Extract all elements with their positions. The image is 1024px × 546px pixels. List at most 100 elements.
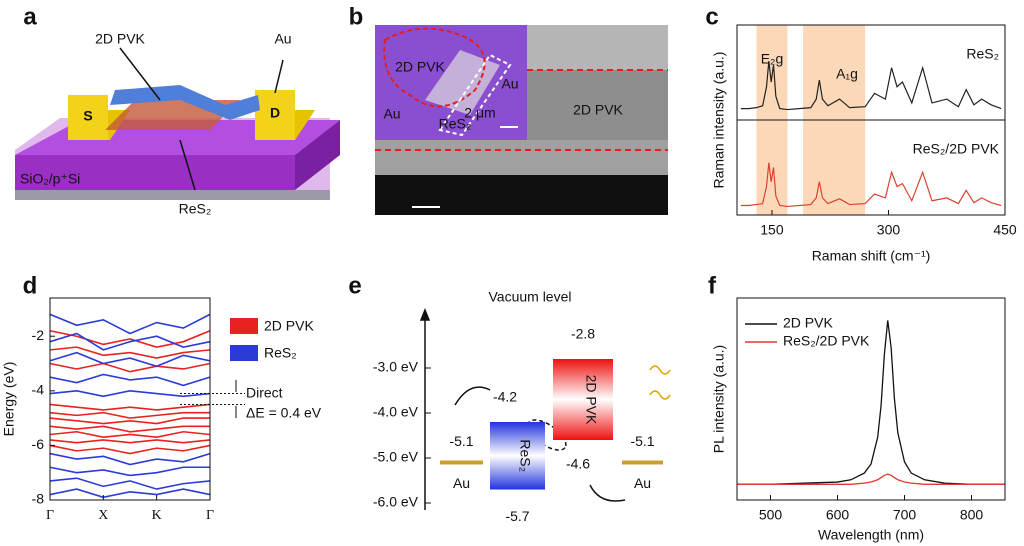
level-value: -4.6 <box>566 456 590 472</box>
x-tick-label: 700 <box>893 507 917 523</box>
axis-label: -4.0 eV <box>373 404 419 420</box>
micrograph-label: 2 μm <box>464 105 495 121</box>
band <box>49 329 211 348</box>
band <box>49 373 211 387</box>
x-tick-label: Γ <box>46 508 54 523</box>
band <box>49 346 211 359</box>
band <box>49 362 211 373</box>
micrograph <box>375 25 668 215</box>
y-tick-label: -4 <box>32 382 45 398</box>
micrograph-label: ReS₂ <box>439 116 472 132</box>
band-block <box>553 359 613 440</box>
band <box>49 466 210 477</box>
y-axis-label: Energy (eV) <box>1 362 17 437</box>
legend-label: ReS₂ <box>264 345 297 361</box>
electrode-label: Au <box>453 475 470 491</box>
band <box>49 477 211 490</box>
micrograph-label: 2D PVK <box>573 102 623 118</box>
band <box>49 390 211 398</box>
level-value: -5.1 <box>630 433 654 449</box>
band-block <box>490 422 545 490</box>
block-label: ReS₂ <box>517 439 533 472</box>
band <box>49 488 211 499</box>
series-label: ReS₂ <box>966 46 999 62</box>
annotation: ΔE = 0.4 eV <box>246 405 322 421</box>
x-tick-label: 300 <box>877 222 901 238</box>
device-label: 2D PVK <box>95 31 145 47</box>
y-tick-label: -2 <box>32 327 45 343</box>
band <box>49 417 210 425</box>
x-tick-label: 600 <box>826 507 850 523</box>
band <box>49 439 211 444</box>
band <box>49 403 211 411</box>
band <box>49 313 211 335</box>
legend-swatch <box>230 345 258 361</box>
micrograph-label: Au <box>501 76 518 92</box>
y-tick-label: -6 <box>32 436 45 452</box>
frame <box>49 297 211 501</box>
line <box>737 473 1005 485</box>
spectrum <box>740 61 1002 111</box>
x-axis-label: Wavelength (nm) <box>818 527 924 543</box>
axis-label: -5.0 eV <box>373 449 419 465</box>
y-axis-label: PL intensity (a.u.) <box>711 345 727 453</box>
panel-label: f <box>708 272 717 299</box>
level-value: -5.7 <box>505 508 529 524</box>
band <box>49 430 211 439</box>
panel-label: a <box>23 3 37 30</box>
frame <box>736 24 1006 216</box>
series-label: ReS₂/2D PVK <box>913 141 1000 157</box>
x-tick-label: Γ <box>206 508 214 523</box>
panel-label: e <box>348 272 361 299</box>
annotation: Direct <box>246 385 283 401</box>
device-illustration <box>15 47 340 200</box>
legend-label: ReS₂/2D PVK <box>783 333 870 349</box>
frame <box>736 297 1006 501</box>
axis-label: -3.0 eV <box>373 359 419 375</box>
electrode <box>622 460 663 465</box>
legend-swatch <box>230 318 258 334</box>
band <box>49 425 210 433</box>
band <box>49 351 211 368</box>
y-axis-label: Raman intensity (a.u.) <box>711 52 727 189</box>
device-label: S <box>83 108 92 124</box>
micrograph-label: Au <box>383 106 400 122</box>
band <box>49 444 211 455</box>
legend-label: 2D PVK <box>783 315 833 331</box>
device-label: Au <box>274 31 291 47</box>
level-value: -2.8 <box>571 326 595 342</box>
x-tick-label: 150 <box>760 222 784 238</box>
level-value: -4.2 <box>493 389 517 405</box>
x-axis-label: Raman shift (cm⁻¹) <box>812 248 931 264</box>
x-tick-label: 800 <box>960 507 984 523</box>
block-label: 2D PVK <box>583 375 599 425</box>
x-tick-label: X <box>98 508 108 523</box>
axis-label: -6.0 eV <box>373 494 419 510</box>
peak-label: E₂g <box>761 51 784 67</box>
energy-diagram-decoration <box>419 307 671 510</box>
device-label: SiO₂/p⁺Si <box>20 171 80 187</box>
peak-label: A₁g <box>836 66 858 82</box>
device-label: ReS₂ <box>179 201 212 217</box>
x-tick-label: 500 <box>759 507 783 523</box>
level-value: -5.1 <box>449 433 473 449</box>
line <box>737 320 1005 485</box>
x-tick-label: 450 <box>993 222 1017 238</box>
panel-label: b <box>349 3 364 30</box>
panel-label: c <box>705 3 718 30</box>
legend-label: 2D PVK <box>264 318 314 334</box>
x-tick-label: K <box>152 508 162 523</box>
micrograph-label: 2D PVK <box>395 59 445 75</box>
electrode <box>440 460 483 465</box>
spectrum <box>740 162 1002 208</box>
panel-label: d <box>23 272 38 299</box>
band <box>49 452 211 466</box>
micrograph-label: ReS₂ <box>582 186 615 202</box>
micrograph-label: 5 nm <box>424 186 455 202</box>
band <box>49 411 210 419</box>
band <box>49 332 211 351</box>
device-label: D <box>270 105 280 121</box>
y-tick-label: -8 <box>32 491 45 507</box>
diagram-title: Vacuum level <box>488 289 571 305</box>
